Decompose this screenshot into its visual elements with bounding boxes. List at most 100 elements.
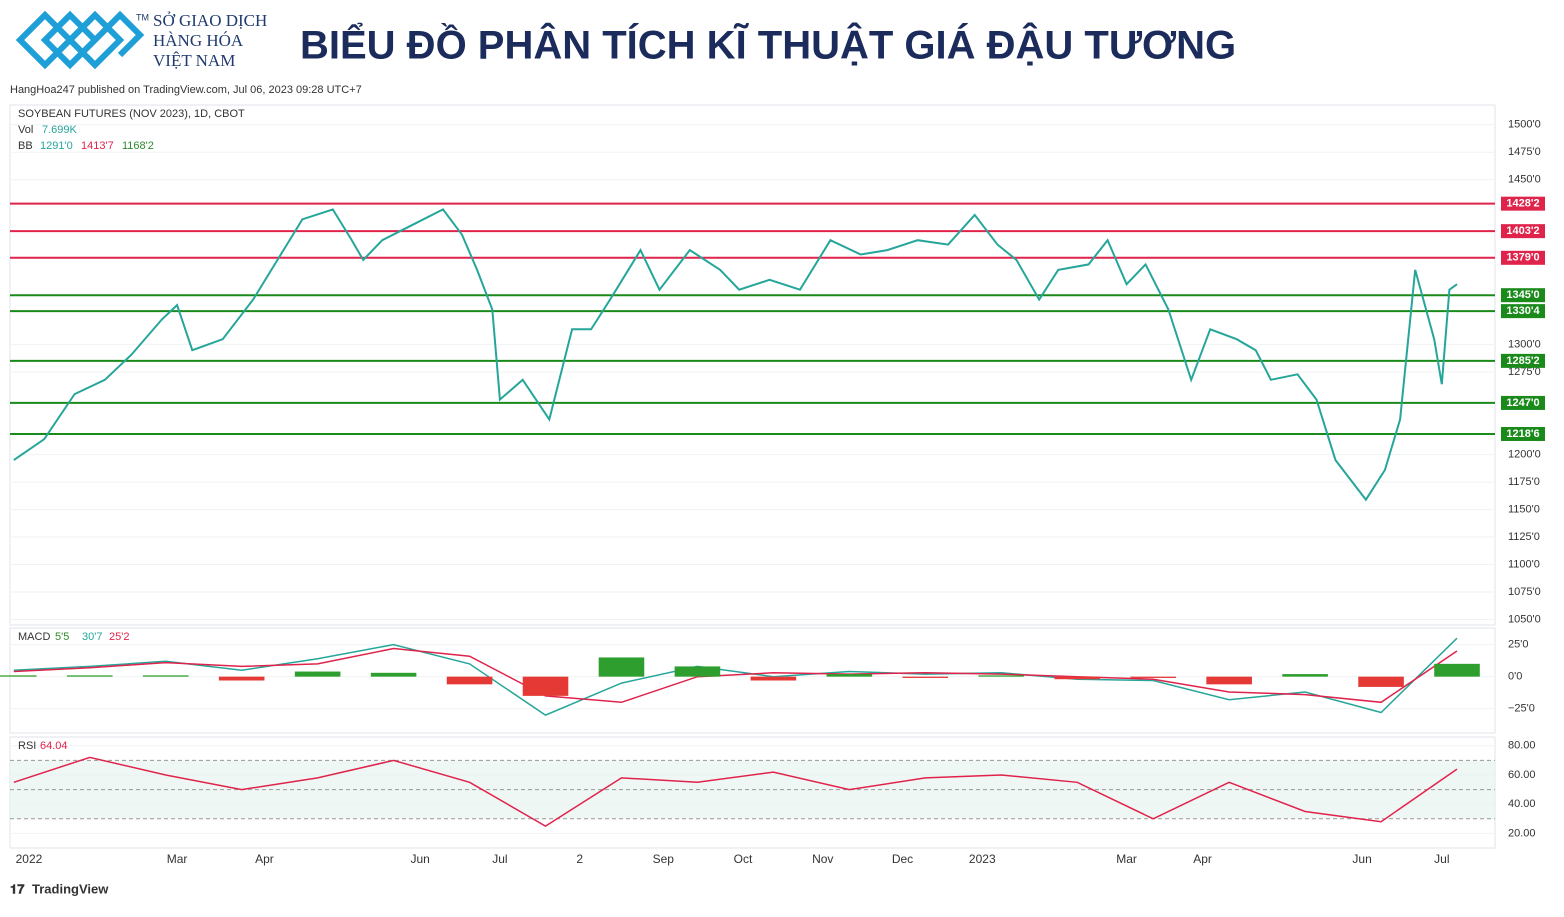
level-label: 1345'0: [1506, 289, 1539, 301]
y-tick-label: 1075'0: [1508, 586, 1541, 598]
macd-histogram-bar: [142, 675, 189, 677]
level-label: 1379'0: [1506, 252, 1539, 264]
macd-histogram-bar: [446, 676, 493, 685]
x-tick-label: Apr: [255, 852, 274, 866]
macd-histogram-bar: [826, 674, 873, 677]
y-tick-label: 1300'0: [1508, 339, 1541, 351]
macd-histogram-bar: [674, 666, 721, 677]
bb-value: 1168'2: [122, 140, 154, 152]
x-tick-label: Jul: [1434, 852, 1449, 866]
series-line: [13, 756, 1458, 827]
macd-histogram-bar: [218, 676, 265, 681]
x-tick-label: 2: [576, 852, 583, 866]
level-tag: [1501, 426, 1545, 441]
bb-value: 1413'7: [81, 140, 114, 152]
macd-histogram-bar: [598, 657, 645, 677]
x-tick-label: 2022: [16, 852, 43, 866]
macd-histogram-bar: [0, 675, 37, 677]
published-note: HangHoa247 published on TradingView.com,…: [10, 84, 362, 96]
macd-histogram-bar: [1206, 676, 1252, 685]
macd-histogram-bar: [902, 676, 949, 678]
y-tick-label: 1200'0: [1508, 449, 1541, 461]
logo-text: VIỆT NAM: [153, 51, 235, 70]
macd-histogram-bar: [522, 676, 569, 696]
logo-text: HÀNG HÓA: [153, 31, 244, 50]
level-tag: [1501, 288, 1545, 303]
footer-logo: 𝟏𝟕: [10, 881, 25, 896]
panel-border: [9, 627, 1496, 734]
macd-histogram-bar: [1358, 676, 1404, 687]
level-tag: [1501, 395, 1545, 410]
footer-brand: TradingView: [32, 881, 109, 896]
logo-shape: [15, 10, 145, 70]
macd-histogram-bar: [1130, 676, 1176, 678]
y-tick-label: 1175'0: [1508, 476, 1540, 488]
macd-histogram-bar: [1434, 663, 1480, 677]
panel-title: SOYBEAN FUTURES (NOV 2023), 1D, CBOT: [18, 108, 245, 120]
x-tick-label: Mar: [1116, 852, 1137, 866]
bb-value: 1291'0: [40, 140, 73, 152]
y-tick-label: 1450'0: [1508, 174, 1541, 186]
panel-title: RSI: [18, 740, 36, 752]
level-label: 1428'2: [1506, 198, 1539, 210]
y-tick-label: 80.00: [1508, 740, 1536, 752]
series-line: [13, 647, 1458, 704]
y-tick-label: 1050'0: [1508, 613, 1541, 625]
indicator-value: 64.04: [40, 740, 68, 752]
macd-histogram-bar: [370, 672, 417, 677]
y-tick-label: 20.00: [1508, 827, 1536, 839]
y-tick-label: 1150'0: [1508, 503, 1540, 515]
level-label: 1247'0: [1506, 397, 1539, 409]
volume-value: 7.699K: [42, 124, 78, 136]
x-tick-label: Sep: [653, 852, 675, 866]
macd-histogram-bar: [294, 671, 341, 677]
macd-histogram-bar: [1282, 674, 1328, 677]
y-tick-label: 1125'0: [1508, 531, 1540, 543]
level-label: 1285'2: [1506, 355, 1539, 367]
y-tick-label: 1275'0: [1508, 366, 1541, 378]
y-tick-label: 40.00: [1508, 798, 1536, 810]
series-line: [13, 637, 1458, 716]
x-tick-label: Oct: [734, 852, 753, 866]
macd-histogram-bar: [750, 676, 797, 681]
x-tick-label: Jul: [492, 852, 507, 866]
x-tick-label: Jun: [1352, 852, 1371, 866]
x-tick-label: Dec: [892, 852, 913, 866]
level-label: 1218'6: [1506, 428, 1539, 440]
y-tick-label: 1100'0: [1508, 558, 1540, 570]
page-title: BIỂU ĐỒ PHÂN TÍCH KĨ THUẬT GIÁ ĐẬU TƯƠNG: [300, 21, 1236, 68]
series-line: [13, 208, 1458, 502]
y-tick-label: 25'0: [1508, 639, 1528, 651]
y-tick-label: 60.00: [1508, 769, 1536, 781]
x-tick-label: Nov: [812, 852, 833, 866]
level-tag: [1501, 250, 1545, 265]
bb-label: BB: [18, 140, 33, 152]
macd-histogram-bar: [978, 675, 1025, 677]
level-tag: [1501, 353, 1545, 368]
x-tick-label: Apr: [1193, 852, 1212, 866]
logo-text: SỞ GIAO DỊCH: [153, 11, 267, 30]
y-tick-label: 1475'0: [1508, 146, 1541, 158]
level-label: 1403'2: [1506, 225, 1539, 237]
y-tick-label: −25'0: [1508, 703, 1535, 715]
logo-mark: TM: [136, 12, 149, 22]
logo: [15, 10, 145, 70]
panel-border: [9, 104, 1496, 626]
volume-label: Vol: [18, 124, 33, 136]
x-tick-label: Mar: [167, 852, 188, 866]
level-tag: [1501, 196, 1545, 211]
y-tick-label: 1500'0: [1508, 119, 1541, 131]
level-tag: [1501, 304, 1545, 319]
y-tick-label: 0'0: [1508, 671, 1522, 683]
indicator-value: 5'5: [55, 631, 69, 643]
indicator-value: 30'7: [82, 631, 102, 643]
indicator-value: 25'2: [109, 631, 129, 643]
macd-histogram-bar: [1054, 676, 1101, 680]
x-tick-label: 2023: [969, 852, 996, 866]
level-label: 1330'4: [1506, 305, 1540, 317]
panel-title: MACD: [18, 631, 50, 643]
macd-histogram-bar: [66, 675, 113, 677]
x-tick-label: Jun: [410, 852, 429, 866]
level-tag: [1501, 224, 1545, 239]
